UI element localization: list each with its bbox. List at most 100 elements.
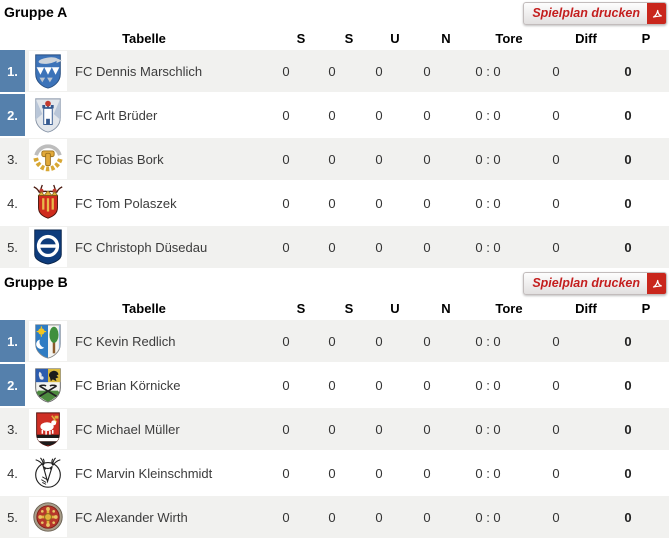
stat-draws: 0 <box>375 509 383 525</box>
stat-points: 0 <box>624 63 632 79</box>
pdf-icon <box>647 273 666 294</box>
stat-wins: 0 <box>328 509 336 525</box>
column-header-s1: S <box>296 31 306 46</box>
stat-points: 0 <box>624 239 632 255</box>
club-crest-icon <box>29 227 67 267</box>
column-header-tabelle: Tabelle <box>122 31 166 46</box>
group-b-header: Gruppe B Spielplan drucken <box>0 270 669 298</box>
stat-played: 0 <box>282 509 290 525</box>
club-crest-icon <box>29 51 67 91</box>
stat-diff: 0 <box>552 333 560 349</box>
team-name: FC Christoph Düsedau <box>75 239 208 255</box>
club-crest-icon <box>29 409 67 449</box>
table-row: 1. FC Dennis Marschlich 0 0 0 0 0 : 0 0 … <box>0 50 669 92</box>
stat-wins: 0 <box>328 107 336 123</box>
group-a-header: Gruppe A Spielplan drucken <box>0 0 669 28</box>
table-row: 1. FC Kevin Redlich 0 0 0 0 0 : 0 0 0 <box>0 320 669 362</box>
stat-played: 0 <box>282 333 290 349</box>
position-cell: 5. <box>7 239 18 255</box>
stat-losses: 0 <box>423 195 431 211</box>
team-name: FC Marvin Kleinschmidt <box>75 465 213 481</box>
stat-draws: 0 <box>375 107 383 123</box>
stat-points: 0 <box>624 421 632 437</box>
stat-points: 0 <box>624 377 632 393</box>
stat-points: 0 <box>624 465 632 481</box>
stat-draws: 0 <box>375 421 383 437</box>
table-row: 2. FC Arlt Brüder 0 0 0 0 0 : 0 0 0 <box>0 94 669 136</box>
stat-points: 0 <box>624 333 632 349</box>
stat-played: 0 <box>282 421 290 437</box>
pdf-icon <box>647 3 666 24</box>
position-cell: 1. <box>0 50 25 92</box>
stat-wins: 0 <box>328 465 336 481</box>
stat-losses: 0 <box>423 239 431 255</box>
group-title: Gruppe A <box>4 4 68 20</box>
stat-draws: 0 <box>375 377 383 393</box>
column-header-s2: S <box>344 301 354 316</box>
team-name: FC Kevin Redlich <box>75 333 176 349</box>
stat-draws: 0 <box>375 63 383 79</box>
group-b-section: Gruppe B Spielplan drucken Tabelle S S U… <box>0 270 669 538</box>
stat-draws: 0 <box>375 151 383 167</box>
stat-goals: 0 : 0 <box>475 239 501 255</box>
stat-goals: 0 : 0 <box>475 333 501 349</box>
column-header-diff: Diff <box>575 301 597 316</box>
club-crest-icon <box>29 321 67 361</box>
stat-played: 0 <box>282 377 290 393</box>
stat-diff: 0 <box>552 107 560 123</box>
column-header-p: P <box>641 301 651 316</box>
print-schedule-button[interactable]: Spielplan drucken <box>523 2 667 25</box>
stat-diff: 0 <box>552 377 560 393</box>
stat-goals: 0 : 0 <box>475 465 501 481</box>
stat-played: 0 <box>282 107 290 123</box>
column-header-n: N <box>441 301 451 316</box>
stat-diff: 0 <box>552 195 560 211</box>
stat-diff: 0 <box>552 239 560 255</box>
club-crest-icon <box>29 183 67 223</box>
team-name: FC Alexander Wirth <box>75 509 188 525</box>
team-name: FC Michael Müller <box>75 421 180 437</box>
stat-wins: 0 <box>328 421 336 437</box>
position-cell: 4. <box>7 195 18 211</box>
stat-draws: 0 <box>375 465 383 481</box>
position-cell: 2. <box>0 94 25 136</box>
stat-wins: 0 <box>328 239 336 255</box>
print-schedule-label: Spielplan drucken <box>532 6 640 20</box>
table-row: 4. FC Marvin Kleinschmidt 0 0 0 0 0 : 0 … <box>0 452 669 494</box>
stat-goals: 0 : 0 <box>475 421 501 437</box>
stat-losses: 0 <box>423 509 431 525</box>
stat-wins: 0 <box>328 151 336 167</box>
column-header-diff: Diff <box>575 31 597 46</box>
position-cell: 4. <box>7 465 18 481</box>
stat-losses: 0 <box>423 151 431 167</box>
stat-wins: 0 <box>328 333 336 349</box>
print-schedule-label: Spielplan drucken <box>532 276 640 290</box>
group-title: Gruppe B <box>4 274 68 290</box>
team-name: FC Dennis Marschlich <box>75 63 203 79</box>
column-header-u: U <box>390 31 400 46</box>
stat-points: 0 <box>624 195 632 211</box>
table-header-row: Tabelle S S U N Tore Diff P <box>0 28 669 50</box>
position-cell: 3. <box>7 151 18 167</box>
stat-played: 0 <box>282 239 290 255</box>
column-header-s1: S <box>296 301 306 316</box>
stat-points: 0 <box>624 107 632 123</box>
stat-wins: 0 <box>328 63 336 79</box>
position-cell: 5. <box>7 509 18 525</box>
stat-diff: 0 <box>552 421 560 437</box>
stat-played: 0 <box>282 151 290 167</box>
stat-losses: 0 <box>423 63 431 79</box>
club-crest-icon <box>29 95 67 135</box>
column-header-tore: Tore <box>495 31 523 46</box>
group-a-section: Gruppe A Spielplan drucken Tabelle S S U… <box>0 0 669 268</box>
stat-losses: 0 <box>423 377 431 393</box>
stat-draws: 0 <box>375 195 383 211</box>
stat-goals: 0 : 0 <box>475 151 501 167</box>
stat-diff: 0 <box>552 509 560 525</box>
stat-losses: 0 <box>423 107 431 123</box>
print-schedule-button[interactable]: Spielplan drucken <box>523 272 667 295</box>
stat-draws: 0 <box>375 333 383 349</box>
club-crest-icon <box>29 139 67 179</box>
stat-losses: 0 <box>423 465 431 481</box>
